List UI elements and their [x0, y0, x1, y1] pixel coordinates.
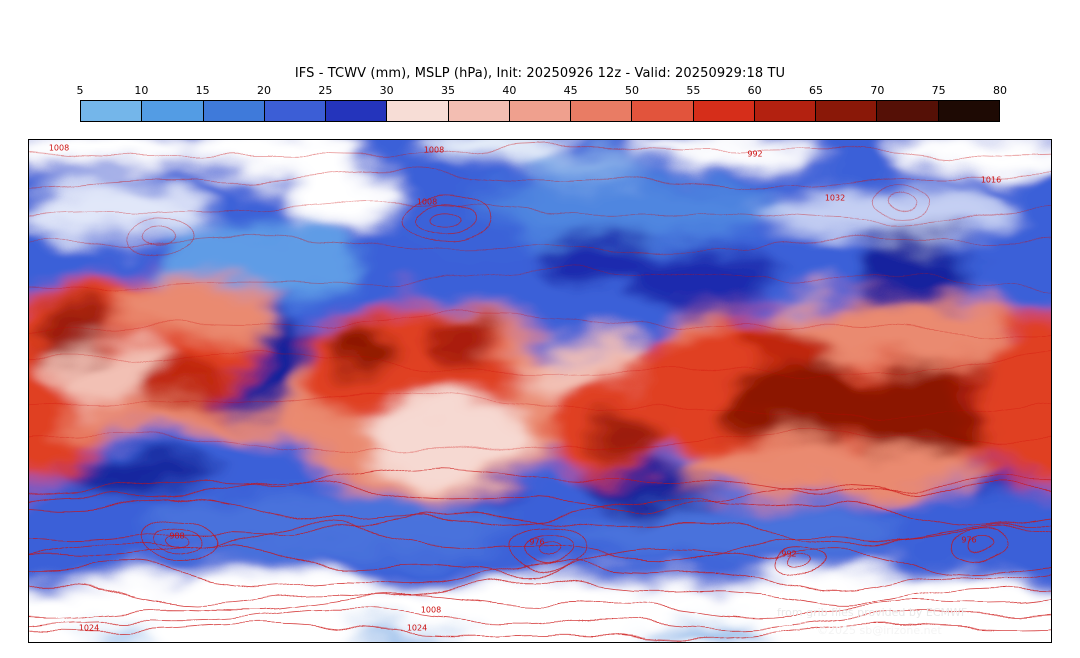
colorbar-tick: 35	[441, 84, 455, 97]
colorbar-tick: 40	[502, 84, 517, 97]
colorbar-segment	[877, 101, 939, 121]
colorbar-tick: 50	[625, 84, 639, 97]
colorbar-tick: 25	[318, 84, 333, 97]
colorbar-tick: 70	[870, 84, 885, 97]
colorbar-tick: 60	[747, 84, 762, 97]
colorbar-segment	[571, 101, 633, 121]
colorbar-segment	[754, 101, 817, 121]
colorbar-tick: 5	[76, 84, 84, 97]
colorbar-segment	[264, 101, 327, 121]
page-title: IFS - TCWV (mm), MSLP (hPa), Init: 20250…	[294, 66, 786, 81]
colorbar-segment	[81, 101, 143, 121]
colorbar-segment	[693, 101, 755, 121]
colorbar-ticks: 5 10 15 20 25 30 35 40 45 50 55 60 65 70 75 80	[76, 84, 1008, 97]
attribution-copyright: ©2025 sb@irizone.net	[817, 624, 942, 637]
colorbar-tick: 30	[379, 84, 394, 97]
colorbar-tick: 55	[686, 84, 701, 97]
colorbar-tick: 75	[931, 84, 946, 97]
colorbar-segment	[632, 101, 694, 121]
colorbar-segment	[387, 101, 449, 121]
colorbar-tick: 45	[563, 84, 578, 97]
colorbar-tick: 20	[257, 84, 271, 97]
colorbar-segment	[938, 101, 999, 121]
colorbar-tick: 65	[809, 84, 823, 97]
tcwv-mslp-field	[29, 140, 1051, 642]
tcwv-shading	[29, 140, 1051, 642]
attribution-source: from grib files provided by ECMWF	[777, 606, 968, 619]
colorbar-segment	[142, 101, 204, 121]
colorbar-tick: 10	[134, 84, 149, 97]
colorbar-segment	[448, 101, 510, 121]
colorbar-tick: 15	[195, 84, 210, 97]
colorbar-segment	[203, 101, 265, 121]
colorbar-segment	[816, 101, 878, 121]
mslp-contours	[29, 144, 1051, 640]
colorbar-segment	[326, 101, 388, 121]
weather-map: 1008 1008 992 1016 1032 1008 988 976 976 992 1008 1…	[28, 139, 1052, 643]
colorbar	[80, 100, 1000, 122]
colorbar-segment	[509, 101, 572, 121]
colorbar-tick: 80	[993, 84, 1007, 97]
